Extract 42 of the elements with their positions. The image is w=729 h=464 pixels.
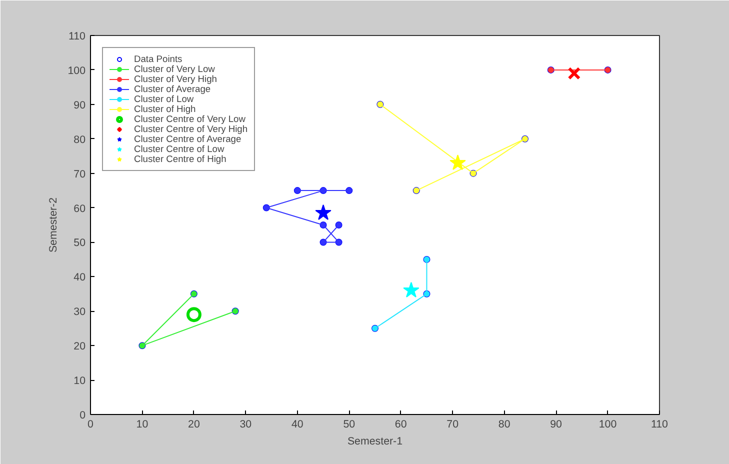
y-tick-label: 100 [68, 64, 86, 77]
legend-label: Cluster Centre of Low [134, 144, 224, 154]
legend-label: Cluster of Very Low [134, 64, 215, 74]
y-tick-label: 50 [74, 237, 86, 250]
legend-label: Cluster of Very High [134, 74, 217, 84]
x-tick-label: 20 [188, 418, 200, 430]
legend-label: Cluster of Low [134, 94, 194, 104]
legend-label: Cluster Centre of High [134, 154, 226, 164]
y-tick-label: 90 [74, 99, 86, 112]
y-tick-label: 10 [74, 375, 86, 388]
y-tick-label: 60 [74, 202, 86, 215]
y-tick-label: 30 [74, 306, 86, 318]
x-tick-label: 100 [598, 418, 617, 430]
point [450, 154, 466, 170]
x-tick-label: 70 [446, 418, 459, 430]
legend-label: Cluster Centre of Very High [134, 124, 248, 134]
x-tick-label: 90 [550, 418, 562, 430]
point [403, 282, 420, 298]
x-tick-label: 40 [291, 418, 304, 430]
legend-label: Cluster Centre of Very Low [134, 114, 246, 124]
y-tick-label: 20 [74, 340, 86, 353]
x-axis-title: Semester-1 [347, 436, 403, 448]
point [315, 204, 332, 220]
legend-label: Cluster Centre of Average [134, 134, 242, 144]
y-tick-label: 110 [68, 30, 86, 42]
legend-label: Cluster of High [134, 104, 196, 114]
legend-label: Cluster of Average [134, 84, 211, 94]
y-tick-label: 40 [74, 272, 86, 284]
point [186, 307, 202, 322]
x-tick-label: 60 [394, 418, 407, 430]
x-tick-label: 110 [651, 418, 668, 430]
x-tick-label: 50 [343, 418, 356, 430]
y-axis-title: Semester-2 [48, 197, 60, 253]
x-tick-label: 80 [498, 418, 510, 430]
x-tick-label: 10 [136, 418, 148, 430]
point [568, 66, 581, 80]
y-tick-label: 80 [74, 134, 86, 146]
x-tick-label: 30 [240, 418, 252, 430]
y-tick-label: 70 [74, 168, 86, 180]
y-tick-label: 0 [80, 410, 86, 422]
x-tick-label: 0 [88, 418, 94, 430]
legend-label: Data Points [134, 54, 182, 64]
